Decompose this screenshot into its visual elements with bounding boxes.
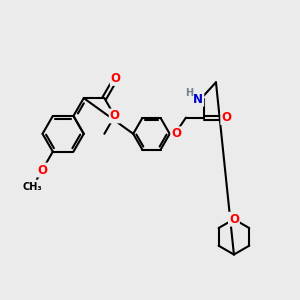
Text: O: O: [221, 111, 231, 124]
Text: O: O: [37, 164, 47, 176]
Text: H: H: [185, 88, 194, 98]
Text: O: O: [171, 127, 181, 140]
Text: O: O: [111, 72, 121, 85]
Text: O: O: [110, 110, 120, 122]
Text: N: N: [193, 93, 203, 106]
Text: CH₃: CH₃: [23, 182, 43, 192]
Text: O: O: [229, 213, 239, 226]
